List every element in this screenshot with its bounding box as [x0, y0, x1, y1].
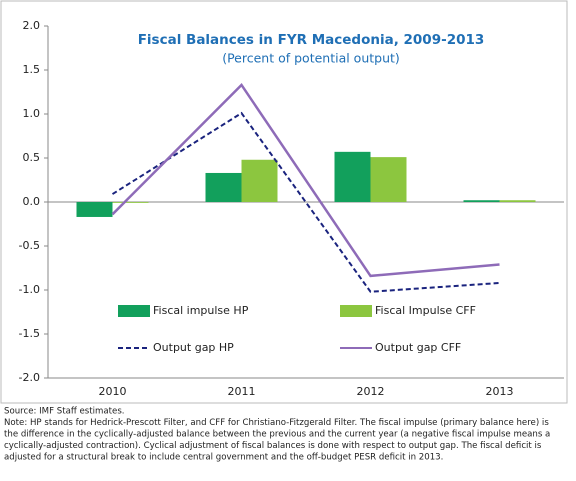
bar — [463, 200, 500, 202]
x-tick-label: 2011 — [228, 385, 256, 398]
bar — [499, 200, 536, 202]
legend-label: Output gap CFF — [375, 341, 461, 354]
legend-label: Fiscal Impulse CFF — [375, 304, 476, 317]
frame — [0, 0, 568, 404]
legend-swatch — [340, 305, 372, 317]
note: Source: IMF Staff estimates. — [4, 407, 125, 417]
y-tick-label: -2.0 — [19, 371, 40, 384]
y-tick-label: 0.0 — [23, 195, 41, 208]
bar — [370, 157, 407, 202]
x-tick-label: 2010 — [99, 385, 127, 398]
legend-swatch — [118, 305, 150, 317]
bar — [205, 172, 242, 202]
y-tick-label: 1.5 — [23, 63, 41, 76]
note: adjusted for a structural break to inclu… — [4, 453, 443, 463]
y-tick-label: -0.5 — [19, 239, 40, 252]
y-tick-label: -1.0 — [19, 283, 40, 296]
chart-title: Fiscal Balances in FYR Macedonia, 2009-2… — [138, 32, 485, 48]
x-tick-label: 2012 — [357, 385, 385, 398]
y-tick-label: 1.0 — [23, 107, 41, 120]
bar — [334, 151, 371, 202]
chart-subtitle: (Percent of potential output) — [222, 51, 400, 66]
bar — [241, 159, 278, 202]
legend-label: Fiscal impulse HP — [153, 304, 249, 317]
line — [111, 111, 500, 293]
line — [111, 83, 500, 278]
legend-label: Output gap HP — [153, 341, 234, 354]
bar — [76, 202, 113, 217]
y-tick-label: -1.5 — [19, 327, 40, 340]
note: the difference in the cyclically-adjuste… — [4, 430, 550, 440]
x-tick-label: 2013 — [486, 385, 514, 398]
y-tick-label: 2.0 — [23, 19, 41, 32]
note: cyclically-adjusted contraction). Cyclic… — [4, 441, 542, 451]
bar — [112, 202, 149, 203]
y-tick-label: 0.5 — [23, 151, 41, 164]
note: Note: HP stands for Hedrick-Prescott Fil… — [4, 418, 549, 428]
